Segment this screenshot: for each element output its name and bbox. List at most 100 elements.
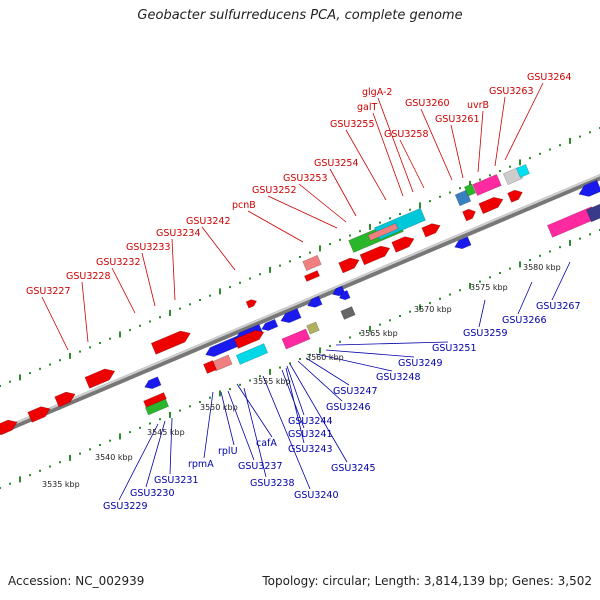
label-gsu3242: GSU3242 <box>186 216 231 227</box>
leader-reverse <box>305 357 350 386</box>
label-gsu3232: GSU3232 <box>96 257 141 268</box>
backbone <box>0 174 600 431</box>
leader-reverse <box>262 375 311 490</box>
gene-arrow <box>359 245 391 266</box>
gene-arrow <box>307 295 323 308</box>
scale-label: 3570 kbp <box>414 305 452 314</box>
leader-reverse <box>517 281 533 315</box>
gene-arrow <box>303 270 321 282</box>
leader-forward <box>171 238 176 301</box>
leader-reverse <box>118 423 159 501</box>
gene-arrow <box>143 392 167 408</box>
outer-scale-ticks <box>0 127 600 387</box>
label-gsu3240: GSU3240 <box>294 490 339 501</box>
label-gsu3261: GSU3261 <box>435 114 480 125</box>
label-cafa: cafA <box>256 438 277 449</box>
label-gsu3231: GSU3231 <box>154 475 199 486</box>
gene-labels: GSU3227GSU3228GSU3232GSU3233GSU3234GSU32… <box>26 72 581 512</box>
leader-reverse <box>227 390 255 461</box>
leader-reverse <box>325 349 415 358</box>
label-gsu3259: GSU3259 <box>463 328 508 339</box>
leader-forward <box>494 96 506 167</box>
leader-forward <box>247 210 304 243</box>
leader-reverse <box>335 341 449 346</box>
scale-label: 3545 kbp <box>147 428 185 437</box>
gene-arrow <box>84 368 116 389</box>
label-gsu3260: GSU3260 <box>405 98 450 109</box>
label-gsu3233: GSU3233 <box>126 242 171 253</box>
leader-forward <box>267 195 338 229</box>
leader-reverse <box>203 391 214 459</box>
inner-scale-ticks <box>0 229 600 489</box>
scale-label: 3540 kbp <box>95 453 133 462</box>
gene-arrow <box>391 236 415 253</box>
leader-reverse <box>220 391 235 446</box>
label-gsu3258: GSU3258 <box>384 129 429 140</box>
label-gsu3255: GSU3255 <box>330 119 375 130</box>
leader-reverse <box>285 367 305 444</box>
gene-arrow <box>454 189 472 207</box>
gene-arrow <box>203 360 217 374</box>
scale-label: 3535 kbp <box>42 480 80 489</box>
scale-label: 3575 kbp <box>470 283 508 292</box>
scale-label: 3565 kbp <box>360 329 398 338</box>
backbone-shadow <box>0 173 600 436</box>
leader-forward <box>81 281 89 343</box>
label-gsu3267: GSU3267 <box>536 301 581 312</box>
leader-forward <box>450 124 464 179</box>
leader-forward <box>201 226 236 271</box>
label-gsu3263: GSU3263 <box>489 86 534 97</box>
label-gsu3254: GSU3254 <box>314 158 359 169</box>
gene-arrow <box>578 179 600 197</box>
leader-reverse <box>243 387 267 478</box>
leader-forward <box>345 129 387 201</box>
label-pcnb: pcnB <box>232 200 256 211</box>
label-gsu3234: GSU3234 <box>156 228 201 239</box>
label-gsu3264: GSU3264 <box>527 72 572 83</box>
gene-arrow <box>0 419 18 436</box>
map-title: Geobacter sulfurreducens PCA, complete g… <box>137 8 463 23</box>
gene-arrow <box>235 343 269 365</box>
label-gsu3266: GSU3266 <box>502 315 547 326</box>
leader-forward <box>329 168 357 217</box>
leader-reverse <box>145 420 166 488</box>
gene-arrow <box>507 189 523 203</box>
label-gsu3253: GSU3253 <box>283 173 328 184</box>
label-gsu3238: GSU3238 <box>250 478 295 489</box>
label-rplu: rplU <box>218 446 238 457</box>
label-gsu3248: GSU3248 <box>376 372 421 383</box>
leader-reverse <box>315 353 393 372</box>
gene-arrow <box>367 222 399 242</box>
gene-arrow <box>516 164 530 178</box>
gene-arrow <box>338 257 360 274</box>
label-gsu3244: GSU3244 <box>288 416 333 427</box>
scale-label: 3550 kbp <box>200 403 238 412</box>
leader-reverse <box>289 363 348 463</box>
leader-forward <box>372 112 404 197</box>
label-gsu3237: GSU3237 <box>238 461 283 472</box>
leader-forward <box>111 267 136 314</box>
leader-forward <box>399 139 425 189</box>
label-gsu3228: GSU3228 <box>66 271 111 282</box>
leader-reverse <box>286 365 305 416</box>
label-glga-2: glgA-2 <box>362 87 392 98</box>
leader-forward <box>377 97 414 193</box>
leader-forward <box>41 296 69 351</box>
gene-arrow <box>245 299 258 309</box>
leader-forward <box>420 108 453 181</box>
label-galt: galT <box>357 102 377 113</box>
gene-arrow <box>462 208 476 222</box>
gene-arrow <box>281 328 311 350</box>
gene-arrow <box>472 174 502 196</box>
label-gsu3246: GSU3246 <box>326 402 371 413</box>
scale-label: 3555 kbp <box>253 377 291 386</box>
leader-reverse <box>236 383 273 438</box>
gene-arrows <box>0 164 600 436</box>
topology-summary: Topology: circular; Length: 3,814,139 bp… <box>262 574 592 588</box>
accession-text: Accession: NC_002939 <box>8 574 145 588</box>
leader-reverse <box>551 261 571 301</box>
gene-arrow <box>27 406 51 423</box>
gene-arrow <box>463 183 477 197</box>
leader-forward <box>141 252 156 307</box>
gene-arrow <box>585 201 600 223</box>
